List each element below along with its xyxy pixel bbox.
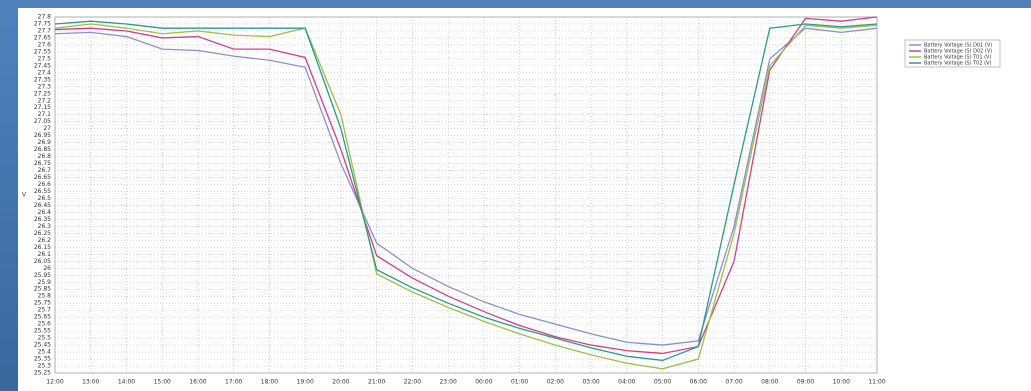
y-tick-label: 26.95 (34, 132, 51, 139)
y-tick-label: 26.35 (34, 216, 51, 223)
x-tick-label: 09:00 (797, 379, 814, 386)
y-tick-label: 27.35 (34, 76, 51, 83)
y-tick-label: 27.7 (38, 27, 52, 34)
y-tick-label: 25.9 (38, 279, 52, 286)
y-tick-label: 25.55 (34, 328, 51, 335)
y-tick-label: 27.15 (34, 104, 51, 111)
x-tick-label: 00:00 (475, 379, 492, 386)
x-tick-label: 15:00 (154, 379, 171, 386)
y-tick-label: 26.3 (38, 223, 52, 230)
y-tick-label: 26.6 (38, 181, 52, 188)
y-tick-label: 26.2 (38, 237, 52, 244)
y-tick-label: 26.75 (34, 160, 51, 167)
y-tick-label: 27 (43, 125, 51, 132)
x-tick-label: 02:00 (547, 379, 564, 386)
y-tick-label: 25.5 (38, 335, 52, 342)
x-tick-label: 22:00 (404, 379, 421, 386)
y-tick-label: 27.45 (34, 62, 51, 69)
y-tick-label: 27.3 (38, 83, 52, 90)
x-tick-label: 19:00 (297, 379, 314, 386)
y-tick-label: 25.8 (38, 293, 52, 300)
x-tick-label: 21:00 (368, 379, 385, 386)
y-tick-label: 27.75 (34, 20, 51, 27)
x-tick-label: 07:00 (725, 379, 742, 386)
x-tick-label: 13:00 (82, 379, 99, 386)
x-tick-label: 23:00 (439, 379, 456, 386)
y-tick-label: 25.65 (34, 314, 51, 321)
y-tick-label: 25.95 (34, 272, 51, 279)
x-tick-label: 14:00 (118, 379, 135, 386)
y-tick-label: 25.7 (38, 307, 52, 314)
y-tick-label: 26.65 (34, 174, 51, 181)
x-tick-label: 17:00 (225, 379, 242, 386)
x-tick-label: 04:00 (618, 379, 635, 386)
y-tick-label: 26.9 (38, 139, 52, 146)
y-tick-label: 27.4 (38, 69, 52, 76)
y-tick-label: 26.1 (38, 251, 52, 258)
y-tick-label: 25.85 (34, 286, 51, 293)
y-tick-label: 25.25 (34, 370, 51, 377)
y-tick-label: 25.35 (34, 356, 51, 363)
y-tick-label: 25.4 (38, 349, 52, 356)
y-tick-label: 27.65 (34, 34, 51, 41)
page: {"chart_data": {"type": "line", "y_label… (0, 0, 1031, 391)
y-tick-label: 25.75 (34, 300, 51, 307)
x-tick-label: 11:00 (868, 379, 885, 386)
y-tick-label: 27.2 (38, 97, 52, 104)
y-tick-label: 27.5 (38, 55, 52, 62)
y-tick-label: 27.8 (38, 14, 52, 21)
y-tick-label: 25.3 (38, 363, 52, 370)
y-tick-label: 27.05 (34, 118, 51, 125)
y-tick-label: 27.1 (38, 111, 52, 118)
x-tick-label: 08:00 (761, 379, 778, 386)
y-tick-label: 26.25 (34, 230, 51, 237)
y-tick-label: 26.55 (34, 188, 51, 195)
x-tick-label: 06:00 (690, 379, 707, 386)
y-tick-label: 27.55 (34, 48, 51, 55)
x-tick-label: 20:00 (332, 379, 349, 386)
y-tick-label: 26.4 (38, 209, 52, 216)
y-tick-label: 27.6 (38, 41, 52, 48)
x-tick-label: 10:00 (833, 379, 850, 386)
x-tick-label: 03:00 (582, 379, 599, 386)
plot-area (55, 17, 877, 373)
y-axis-label: V (22, 192, 27, 199)
y-tick-label: 26.15 (34, 244, 51, 251)
y-tick-label: 25.6 (38, 321, 52, 328)
y-tick-label: 26.45 (34, 202, 51, 209)
y-tick-label: 26.05 (34, 258, 51, 265)
y-tick-label: 26.8 (38, 153, 52, 160)
y-tick-label: 26 (43, 265, 51, 272)
x-tick-label: 16:00 (189, 379, 206, 386)
y-tick-label: 25.45 (34, 342, 51, 349)
x-tick-label: 01:00 (511, 379, 528, 386)
x-tick-label: 05:00 (654, 379, 671, 386)
y-tick-label: 26.7 (38, 167, 52, 174)
y-tick-label: 26.85 (34, 146, 51, 153)
x-tick-label: 18:00 (261, 379, 278, 386)
x-tick-label: 12:00 (46, 379, 63, 386)
y-tick-label: 26.5 (38, 195, 52, 202)
chart: V 27.827.7527.727.6527.627.5527.527.4527… (0, 0, 1031, 391)
legend-label: Battery Voltage (S) T02 (V) (924, 61, 991, 67)
y-tick-label: 27.25 (34, 90, 51, 97)
